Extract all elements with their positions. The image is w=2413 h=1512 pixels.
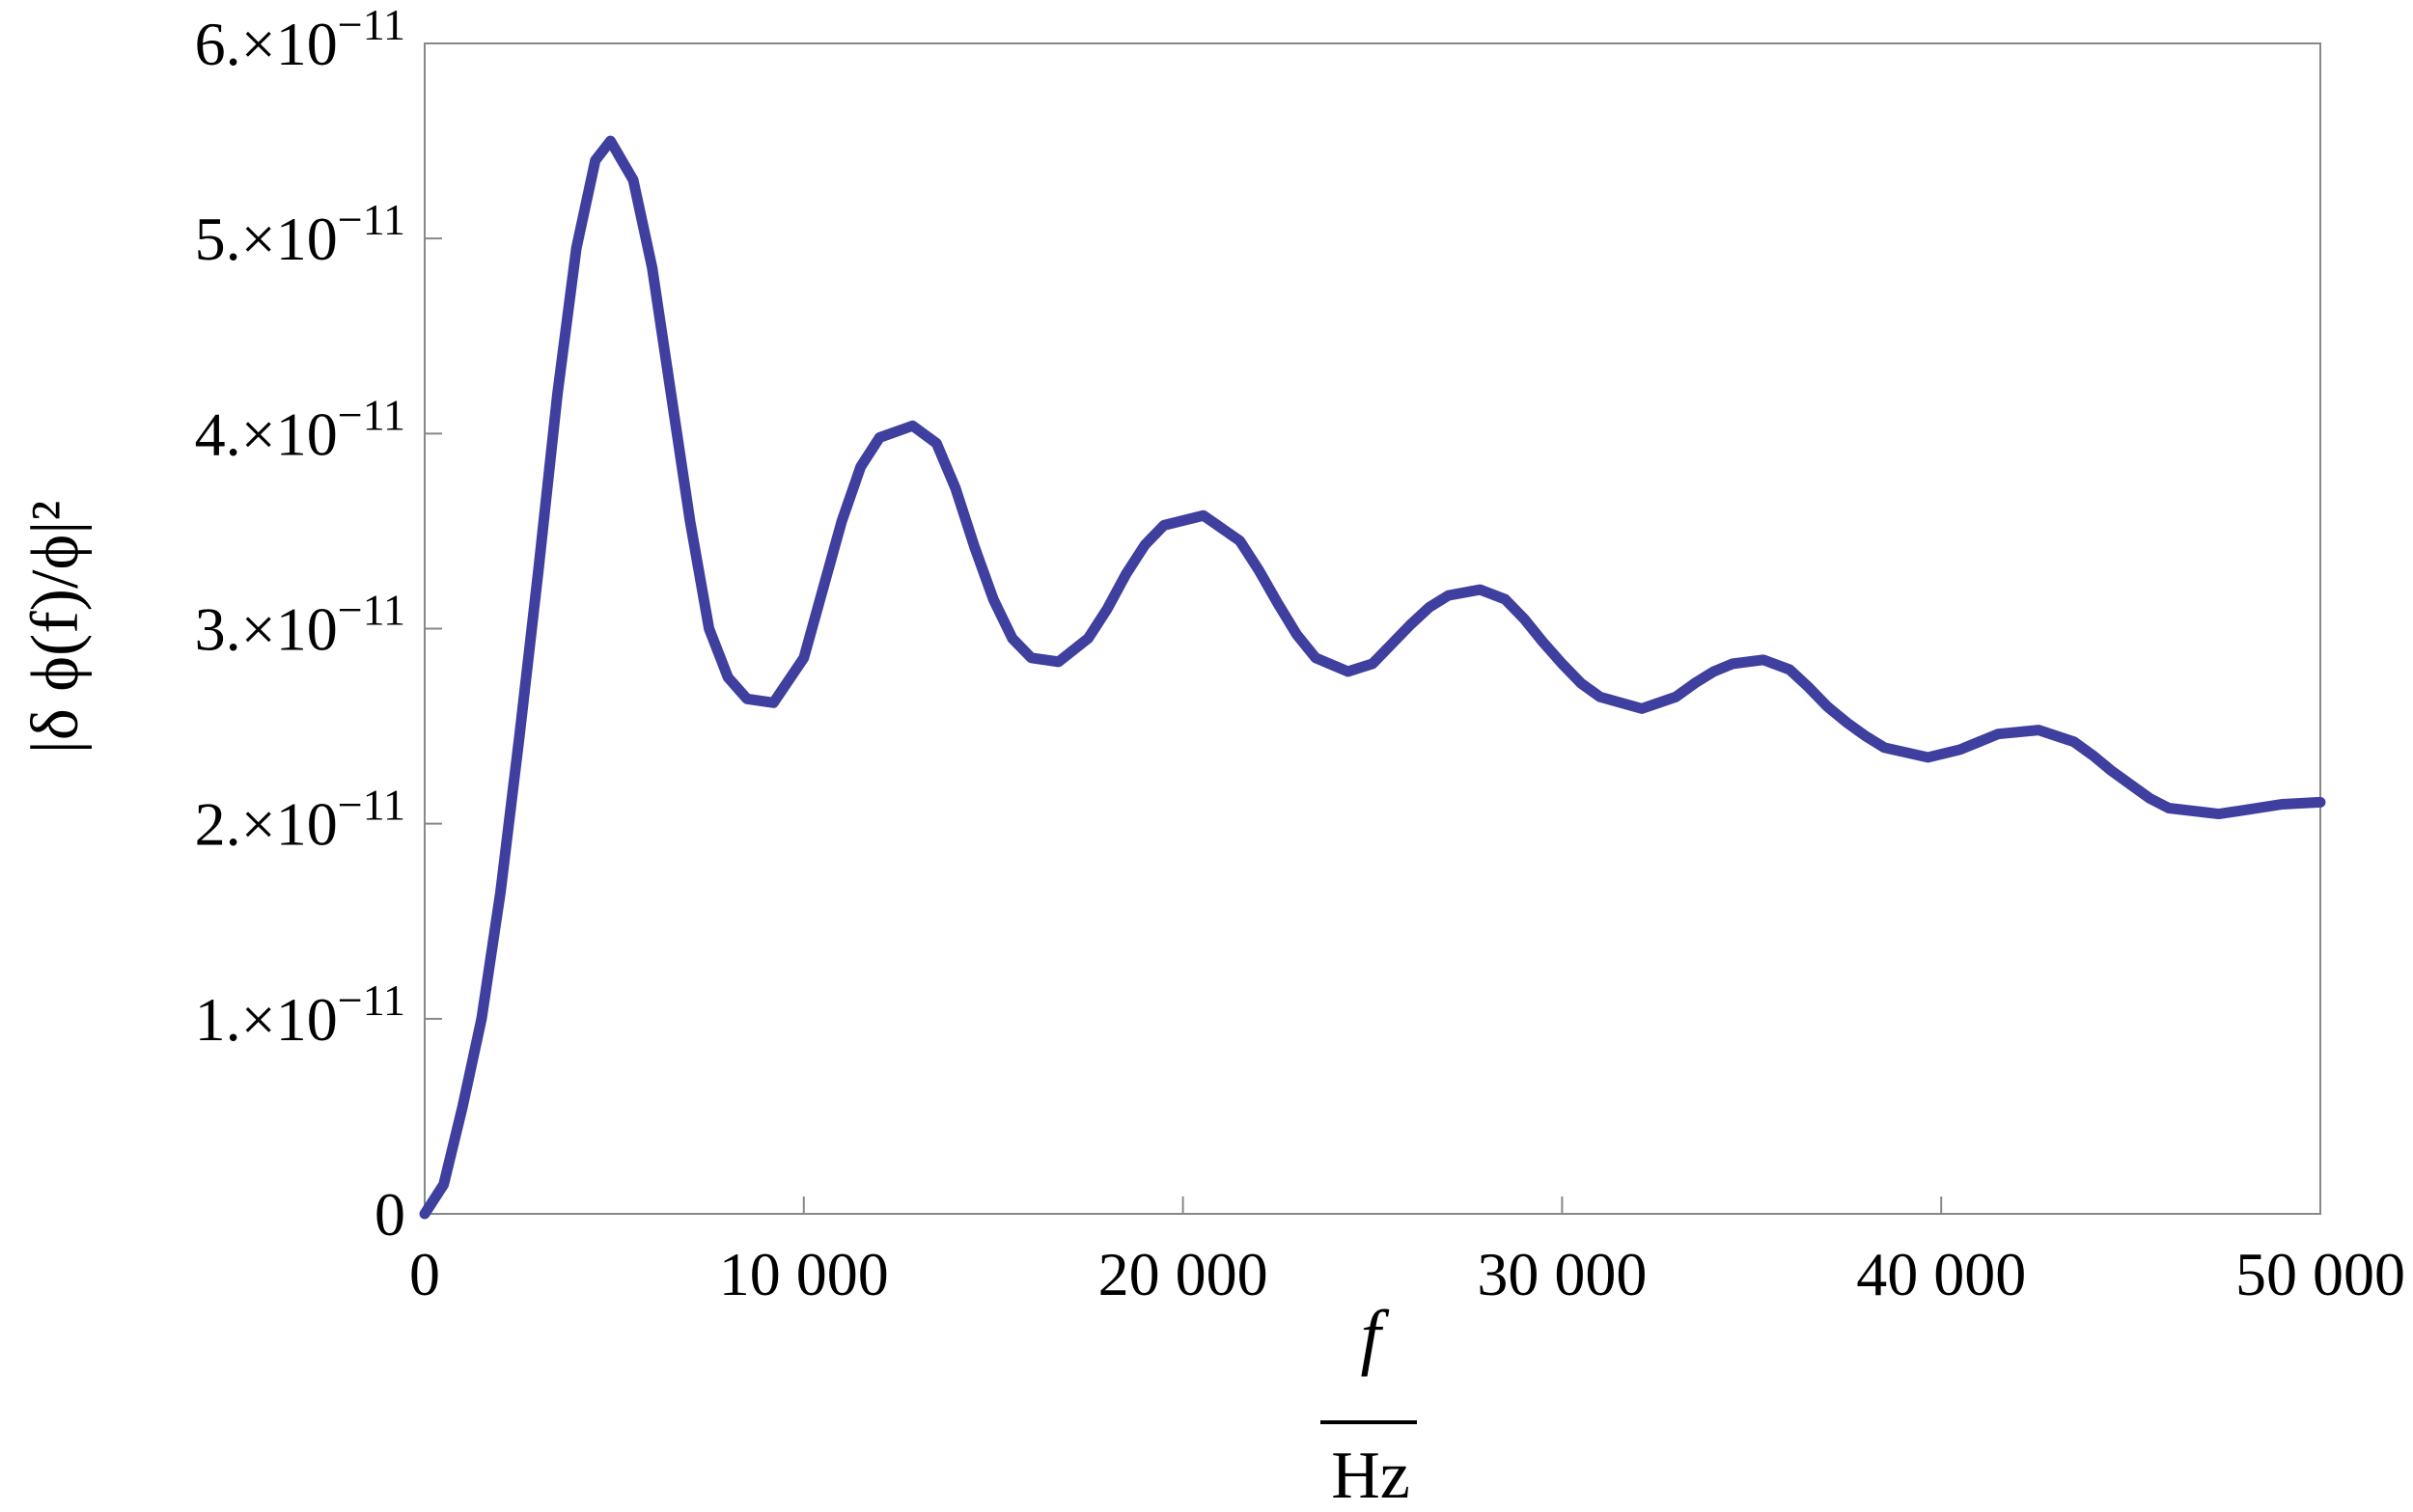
x-tick-label: 0 — [409, 1240, 440, 1308]
x-tick-label: 50 000 — [2235, 1240, 2405, 1308]
y-tick-label: 0 — [374, 1180, 405, 1249]
x-tick-label: 20 000 — [1098, 1240, 1268, 1308]
y-tick-label: 5.×10−11 — [195, 195, 405, 273]
x-tick-label: 30 000 — [1477, 1240, 1647, 1308]
x-axis-unit: Hz — [1331, 1439, 1410, 1512]
x-axis-label: f — [1360, 1296, 1389, 1377]
y-tick-label: 1.×10−11 — [195, 976, 405, 1054]
y-tick-label: 6.×10−11 — [195, 0, 405, 78]
y-tick-label: 3.×10−11 — [195, 586, 405, 664]
x-tick-label: 40 000 — [1856, 1240, 2026, 1308]
y-axis-label: |δ ϕ(f)/ϕ|² — [18, 501, 93, 755]
data-line — [419, 135, 2326, 1220]
x-tick-label: 10 000 — [719, 1240, 889, 1308]
y-tick-label: 2.×10−11 — [195, 781, 405, 859]
y-tick-label: 4.×10−11 — [195, 390, 405, 468]
